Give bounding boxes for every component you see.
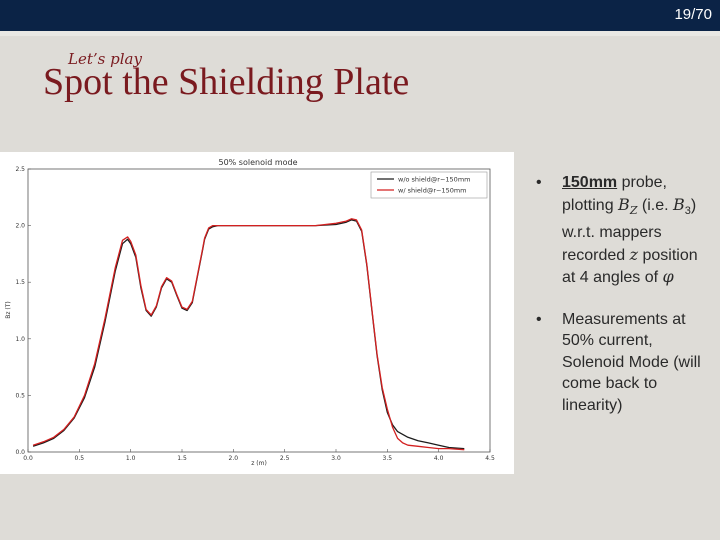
- math-symbol: z: [629, 244, 639, 264]
- x-tick-label: 3.5: [383, 455, 393, 462]
- x-tick-label: 1.5: [177, 455, 187, 462]
- chart-panel: 50% solenoid mode 0.0 0.5 1.0 1.5 2.0 2.5 3.0 3…: [0, 152, 514, 474]
- math-subscript: 3: [684, 204, 691, 217]
- y-tick-label: 0.5: [15, 392, 25, 399]
- bullet-measurements: • Measurements at 50% current, Solenoid …: [528, 309, 714, 417]
- bullet-text: probe, plotting: [562, 174, 667, 214]
- x-tick-label: 0.0: [23, 455, 33, 462]
- slide-kicker: Let’s play: [68, 50, 142, 68]
- x-tick-label: 1.0: [126, 455, 136, 462]
- bullet-list: • 150mm probe, plotting BZ (i.e. B3) w.r…: [528, 172, 714, 436]
- series-line-1: [32, 218, 465, 451]
- slide-title: Spot the Shielding Plate: [43, 61, 410, 103]
- y-axis-label: Bz (T): [5, 301, 12, 319]
- x-axis-label: z (m): [251, 460, 267, 467]
- math-symbol: B: [673, 194, 685, 214]
- y-tick-label: 2.0: [15, 223, 25, 230]
- bullet-text: (i.e.: [637, 196, 674, 214]
- x-tick-label: 2.5: [280, 455, 290, 462]
- y-tick-label: 2.5: [15, 166, 25, 173]
- page-number: 19/70: [674, 6, 712, 23]
- y-tick-label: 1.0: [15, 336, 25, 343]
- bullet-dot: •: [536, 310, 542, 328]
- math-subscript: Z: [629, 203, 638, 217]
- bullet-dot: •: [536, 174, 542, 191]
- x-tick-label: 4.5: [485, 455, 495, 462]
- x-tick-label: 0.5: [75, 455, 85, 462]
- probe-size: 150mm: [562, 174, 618, 191]
- legend-label-0: w/o shield@r~150mm: [398, 176, 470, 184]
- chart-legend: w/o shield@r~150mm w/ shield@r~150mm: [370, 171, 488, 199]
- y-tick-label: 1.5: [15, 279, 25, 286]
- y-tick-label: 0.0: [15, 449, 25, 456]
- header-bar: 19/70: [0, 0, 720, 31]
- legend-label-1: w/ shield@r~150mm: [398, 187, 467, 195]
- math-symbol: φ: [662, 267, 674, 287]
- math-symbol: B: [618, 194, 630, 214]
- header-stripe: [0, 31, 720, 36]
- bullet-probe: • 150mm probe, plotting BZ (i.e. B3) w.r…: [528, 172, 714, 289]
- x-tick-label: 3.0: [331, 455, 341, 462]
- x-tick-label: 4.0: [434, 455, 444, 462]
- bullet-text: position at 4 angles of: [562, 246, 698, 287]
- field-chart: 50% solenoid mode 0.0 0.5 1.0 1.5 2.0 2.5 3.0 3…: [5, 158, 495, 467]
- x-tick-label: 2.0: [229, 455, 239, 462]
- bullet-text: Measurements at 50% current, Solenoid Mo…: [562, 310, 701, 414]
- plot-frame: [27, 168, 491, 453]
- bullet-text: ) w.r.t. mappers recorded: [562, 196, 697, 264]
- chart-title: 50% solenoid mode: [218, 158, 297, 167]
